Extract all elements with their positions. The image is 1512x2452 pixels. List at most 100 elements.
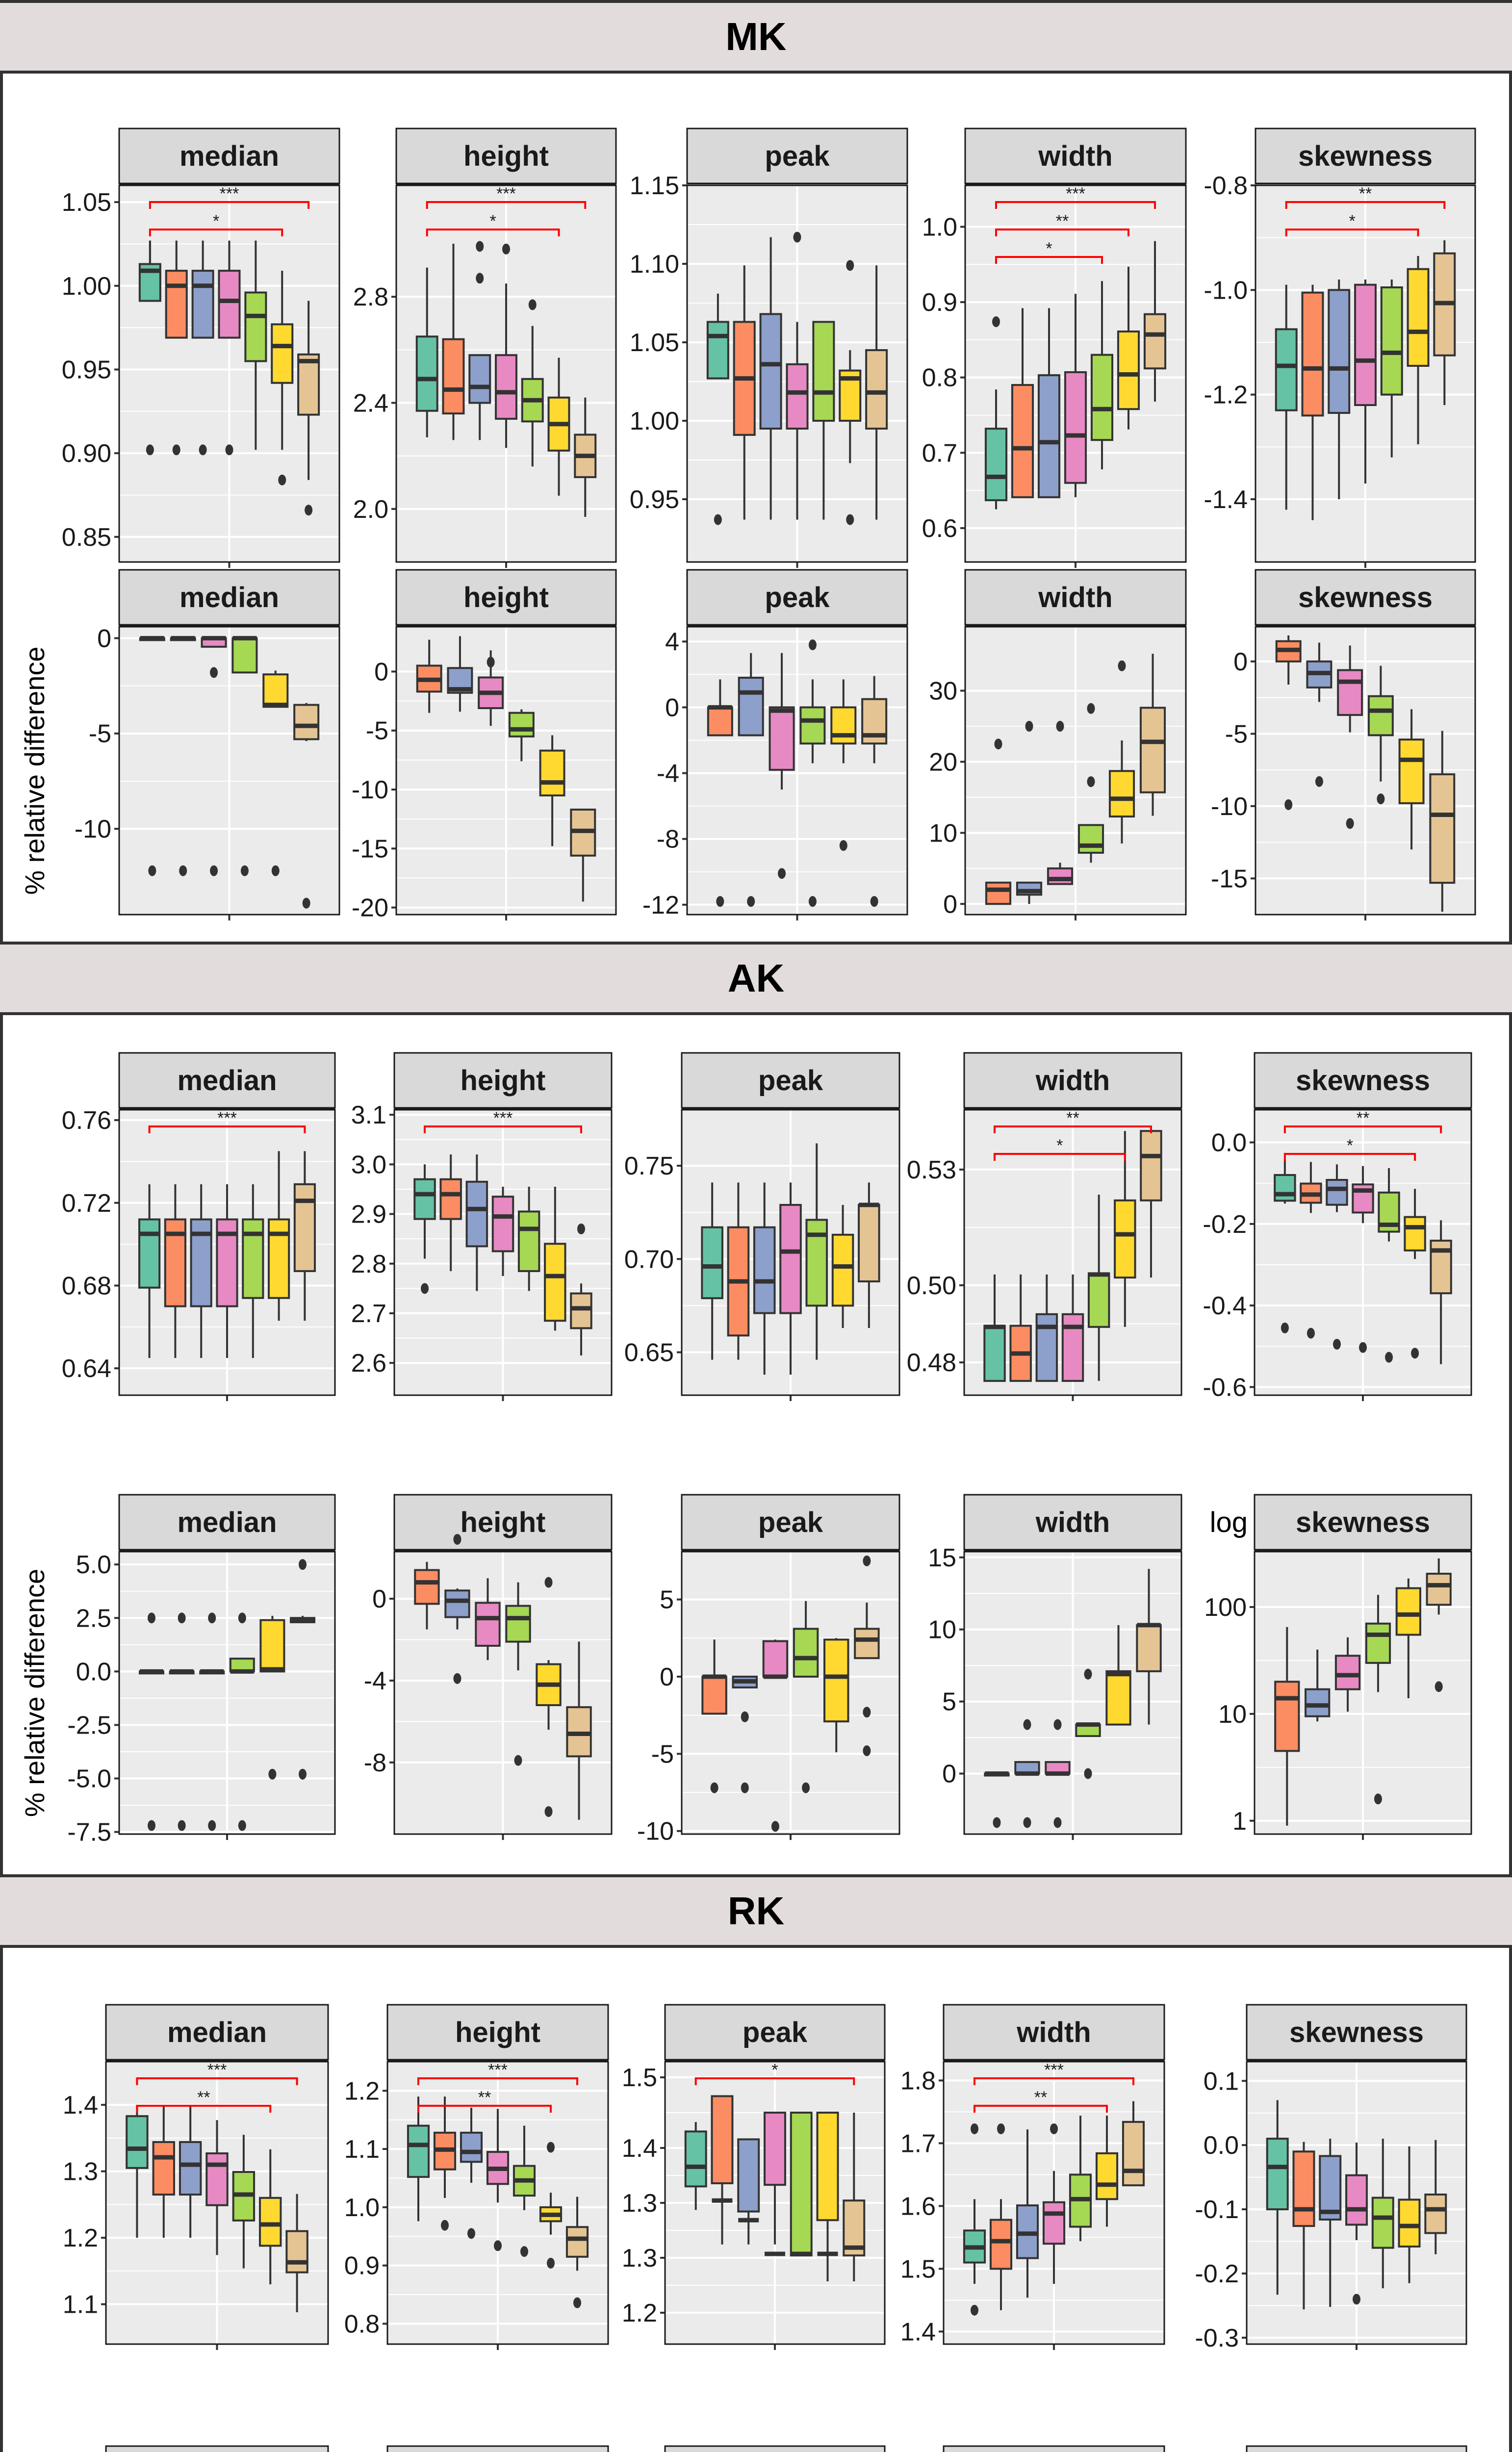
- outlier-point: [1374, 1793, 1382, 1805]
- facet-title: width: [1016, 2017, 1091, 2048]
- outlier-point: [225, 444, 233, 456]
- facet-strip: [105, 2004, 329, 2061]
- box-body: [442, 338, 465, 415]
- box-subset40: [262, 670, 289, 876]
- outlier-point: [179, 865, 187, 876]
- box-subset40: [539, 735, 565, 846]
- y-tick-label: 1.3: [63, 2158, 98, 2186]
- box-subset5: [414, 1561, 440, 1630]
- significance-bracket: [1285, 201, 1446, 209]
- box-subset40: [830, 679, 857, 851]
- box-subset20: [201, 636, 227, 876]
- facet-title: skewness: [1289, 2017, 1424, 2048]
- facet-strip: [105, 2445, 329, 2452]
- box-subset30: [244, 240, 267, 450]
- outlier-point: [839, 840, 847, 851]
- box-body: [1266, 2138, 1289, 2211]
- significance-bracket: [1285, 229, 1419, 236]
- outlier-point: [299, 1768, 307, 1780]
- y-tick-label: 0: [943, 890, 957, 919]
- significance-bracket: [426, 229, 560, 236]
- y-tick-label: 0: [374, 658, 388, 686]
- facet-title: width: [1038, 140, 1112, 172]
- y-tick-label: 2.4: [353, 389, 388, 417]
- facet-strip: [681, 1052, 900, 1109]
- box-subset40: [816, 2112, 839, 2281]
- y-tick-label: -12: [642, 891, 679, 920]
- y-tick-label: -0.8: [1204, 172, 1248, 200]
- outlier-point: [487, 657, 495, 668]
- y-tick-label: 1.1: [344, 2135, 380, 2164]
- y-tick-label: -20: [352, 894, 388, 922]
- box-subset10: [753, 1182, 776, 1375]
- significance-label: **: [197, 2088, 210, 2107]
- outlier-point: [1087, 703, 1095, 714]
- outlier-point: [528, 299, 537, 310]
- facet-strip: [1254, 1494, 1472, 1551]
- box-subset5: [1011, 308, 1034, 498]
- y-tick-label: 1.2: [344, 2077, 380, 2105]
- box-body: [799, 706, 826, 745]
- outlier-point: [1087, 776, 1095, 787]
- section-title: RK: [727, 1889, 785, 1933]
- facet-strip: [681, 1494, 900, 1551]
- box-subset50: [1136, 1569, 1162, 1725]
- facet-strip: [664, 2445, 886, 2452]
- box-body: [985, 881, 1012, 905]
- box-subset5: [1274, 1627, 1300, 1826]
- box-full: [1266, 2100, 1289, 2295]
- box-subset5: [701, 1639, 727, 1793]
- y-tick-label: -1.0: [1204, 276, 1248, 305]
- box-subset10: [1328, 280, 1351, 499]
- box-subset20: [199, 1612, 225, 1831]
- section-header-ak: AK: [0, 942, 1512, 1015]
- y-tick-label: 1.05: [62, 188, 111, 217]
- significance-label: ***: [207, 2061, 227, 2079]
- outlier-point: [1359, 1342, 1367, 1353]
- box-subset30: [242, 1184, 264, 1358]
- panel-ak-relative-peak: peak -10 -5 0 5: [637, 1494, 900, 1846]
- panel-ak-absolute-height: height 2.6 2.7 2.8 2.9 3.0 3.1 ***: [351, 1052, 613, 1401]
- box-subset50: [293, 703, 320, 909]
- box-body: [1095, 2152, 1119, 2200]
- box-body: [1334, 1655, 1361, 1690]
- box-body: [786, 363, 809, 430]
- outlier-point: [172, 444, 180, 456]
- y-tick-label: 1.10: [630, 250, 679, 279]
- y-tick-label: 0.85: [62, 523, 111, 552]
- box-body: [1077, 824, 1104, 854]
- box-subset50: [574, 397, 597, 517]
- y-tick-label: 5: [660, 1586, 674, 1614]
- box-subset20: [762, 1639, 789, 1832]
- box-body: [701, 1675, 727, 1715]
- box-full: [413, 1164, 436, 1294]
- box-subset50: [1424, 2140, 1447, 2254]
- outlier-point: [238, 1612, 246, 1624]
- y-tick-label: -8: [657, 825, 679, 854]
- box-subset20: [1042, 2123, 1066, 2284]
- box-body: [812, 321, 835, 422]
- significance-label: ***: [220, 184, 239, 203]
- box-body: [764, 2112, 786, 2186]
- box-body: [1328, 289, 1351, 414]
- box-body: [779, 1204, 802, 1314]
- box-body: [126, 2115, 149, 2169]
- outlier-point: [1281, 1322, 1289, 1333]
- outlier-point: [1315, 776, 1323, 787]
- box-body: [570, 1292, 592, 1329]
- y-tick-label: -2.5: [67, 1711, 111, 1739]
- facet-strip: [118, 569, 340, 626]
- outlier-point: [453, 1673, 461, 1684]
- box-subset50: [1426, 1558, 1452, 1692]
- y-tick-label: 0.9: [344, 2252, 380, 2280]
- significance-bracket: [994, 1153, 1126, 1161]
- box-full: [983, 1274, 1006, 1382]
- box-subset20: [1345, 2142, 1368, 2305]
- box-subset20: [478, 650, 504, 726]
- box-full: [684, 2122, 707, 2210]
- facet-title: height: [461, 1507, 546, 1538]
- significance-bracket: [417, 2077, 578, 2085]
- box-body: [854, 1628, 880, 1660]
- box-subset20: [216, 1184, 238, 1358]
